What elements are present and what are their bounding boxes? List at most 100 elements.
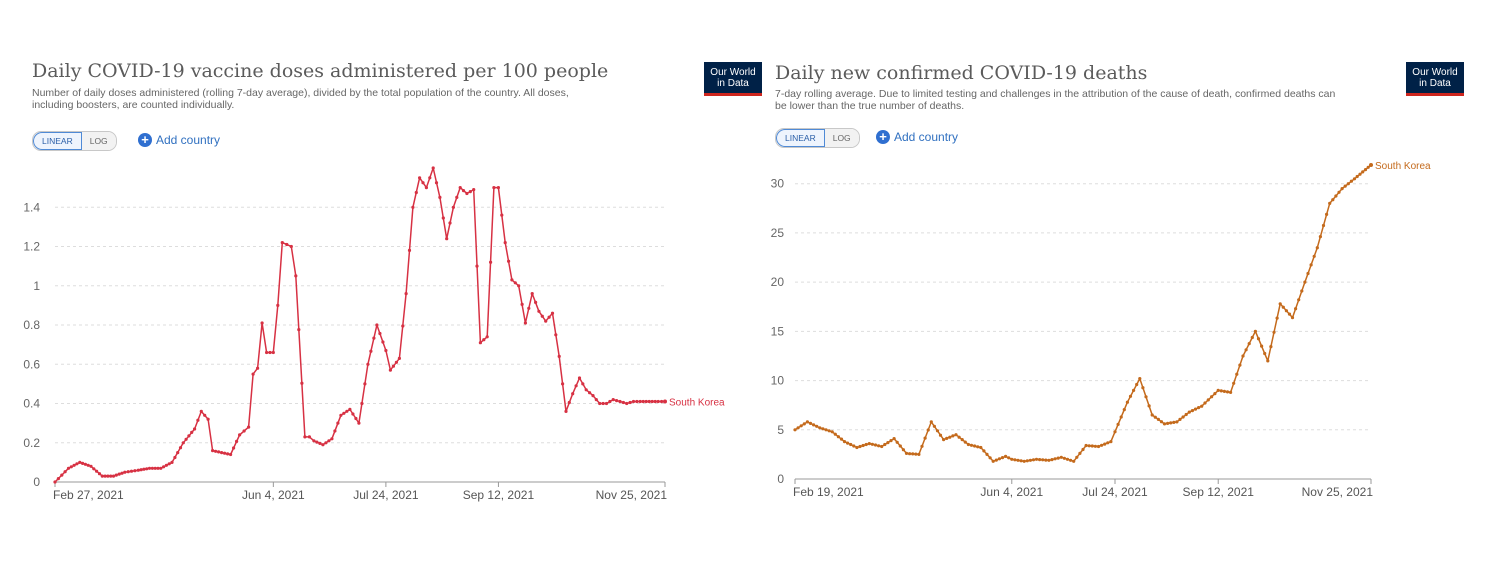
data-point (1031, 458, 1036, 462)
data-point (808, 421, 813, 425)
data-point (973, 444, 977, 448)
data-point (106, 474, 110, 478)
data-point (109, 474, 113, 478)
data-point (577, 376, 582, 380)
data-point (1306, 271, 1310, 276)
series-line (794, 164, 1372, 463)
data-point (1090, 444, 1094, 448)
plus-circle-icon: + (876, 130, 890, 144)
log-scale-button[interactable]: LOG (81, 132, 116, 150)
data-point (147, 466, 152, 470)
data-point (424, 186, 428, 190)
data-point (594, 398, 598, 402)
add-country-button[interactable]: + Add country (876, 130, 958, 144)
data-point (1287, 312, 1292, 316)
data-point (193, 427, 197, 431)
data-point (229, 452, 233, 457)
data-point (388, 368, 392, 372)
data-point (431, 166, 435, 170)
data-point (799, 424, 803, 428)
scale-toggle: LINEAR LOG (32, 131, 117, 151)
series-label: South Korea (1375, 161, 1431, 172)
data-point (324, 441, 328, 445)
data-point (251, 372, 255, 376)
data-point (1007, 456, 1011, 460)
data-point (489, 260, 493, 264)
data-point (69, 465, 73, 469)
data-point (550, 311, 555, 315)
data-point (581, 382, 585, 386)
data-point (136, 468, 140, 472)
data-point (465, 191, 469, 196)
data-point (1078, 451, 1082, 455)
data-point (1238, 363, 1242, 367)
data-point (95, 469, 99, 473)
data-point (1250, 335, 1254, 340)
data-point (190, 430, 194, 434)
data-point (114, 473, 118, 477)
data-point (1328, 201, 1332, 205)
logo-line: in Data (1419, 78, 1451, 89)
data-point (1321, 223, 1326, 228)
data-point (1062, 456, 1066, 460)
data-point (120, 471, 124, 475)
data-point (1144, 395, 1148, 399)
x-tick-label: Sep 12, 2021 (1183, 485, 1255, 499)
owid-logo[interactable]: Our World in Data (1406, 62, 1464, 96)
data-point (540, 314, 544, 318)
data-point (1241, 354, 1245, 358)
add-country-button[interactable]: + Add country (138, 133, 220, 147)
data-point (1363, 168, 1368, 172)
data-point (1106, 441, 1110, 445)
data-point (574, 384, 578, 388)
data-point (1219, 389, 1223, 393)
data-point (315, 440, 319, 444)
data-point (117, 472, 121, 476)
data-point (1318, 235, 1322, 239)
data-point (615, 399, 619, 403)
add-country-label: Add country (894, 130, 959, 144)
data-point (1050, 458, 1054, 462)
owid-logo[interactable]: Our World in Data (704, 62, 762, 96)
data-point (472, 188, 476, 192)
vaccine-line-chart: 0 0.2 0.4 0.6 0.8 1 1.2 1.4 Feb 27, 2021 Jun 4, 2… (23, 166, 725, 502)
data-point (660, 399, 664, 404)
data-point (256, 366, 260, 370)
data-point (824, 428, 828, 432)
data-point (979, 445, 983, 450)
log-scale-button[interactable]: LOG (824, 129, 859, 147)
x-tick-label: Feb 27, 2021 (53, 488, 124, 502)
y-tick-label: 1.4 (23, 200, 40, 214)
data-point (1263, 351, 1267, 356)
data-point (366, 362, 370, 366)
data-point (534, 300, 538, 304)
data-point (475, 264, 479, 268)
data-point (89, 464, 93, 468)
linear-scale-button[interactable]: LINEAR (776, 129, 825, 147)
data-point (1349, 179, 1353, 183)
data-point (867, 442, 871, 446)
data-point (461, 189, 466, 193)
data-point (942, 438, 946, 442)
data-point (217, 450, 221, 454)
linear-scale-button[interactable]: LINEAR (33, 132, 82, 150)
data-point (173, 455, 177, 460)
data-point (618, 399, 622, 404)
data-point (167, 462, 171, 466)
y-tick-label: 0 (33, 475, 40, 489)
y-tick-label: 10 (771, 374, 785, 388)
data-point (1297, 298, 1301, 302)
data-point (663, 399, 667, 404)
data-point (1072, 459, 1076, 463)
data-point (1203, 401, 1207, 405)
y-tick-label: 0 (777, 472, 784, 486)
data-point (1294, 307, 1298, 311)
data-point (56, 477, 61, 481)
data-point (849, 442, 853, 447)
data-point (904, 451, 909, 455)
data-point (1100, 443, 1104, 447)
data-point (1266, 359, 1270, 363)
data-point (886, 441, 890, 445)
data-point (142, 467, 146, 471)
data-point (153, 466, 157, 470)
